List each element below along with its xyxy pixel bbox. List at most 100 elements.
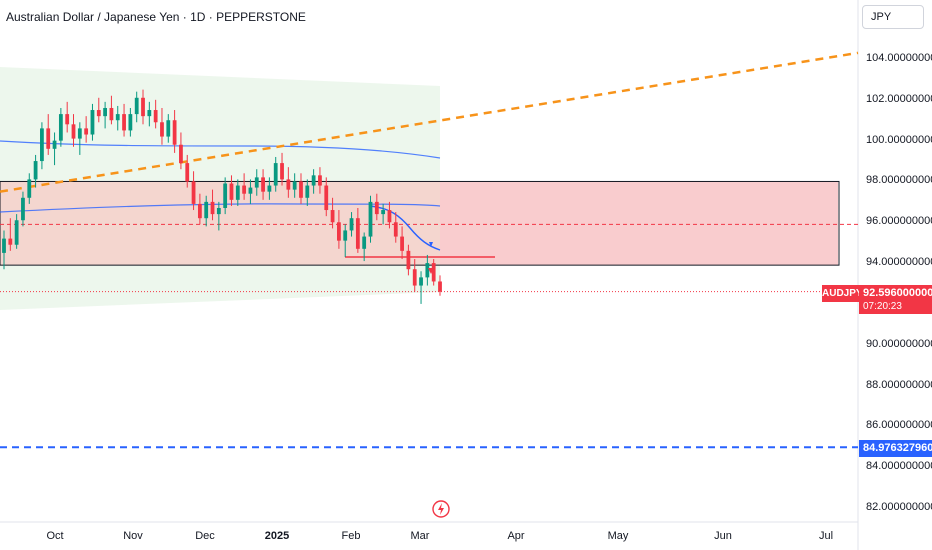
- candle-body: [77, 128, 82, 139]
- candle-body: [109, 107, 114, 121]
- candle-body: [349, 218, 354, 231]
- candle-body: [324, 185, 329, 211]
- mid-moving-average: [0, 203, 441, 213]
- candle-body: [292, 181, 297, 190]
- price-tick-label: 86.000000000: [866, 419, 932, 432]
- time-tick-label: Mar: [410, 530, 430, 542]
- candle-body: [337, 222, 341, 241]
- candle-body: [419, 277, 423, 286]
- candle-body: [235, 185, 240, 200]
- candle-body: [299, 181, 303, 198]
- candle-body: [330, 210, 335, 223]
- candle-body: [197, 203, 202, 219]
- candle-body: [185, 163, 190, 182]
- candle-body: [27, 179, 32, 198]
- candle-body: [362, 236, 367, 249]
- price-tick-label: 98.000000000: [866, 174, 932, 187]
- candle-body: [374, 201, 379, 215]
- time-tick-label: Dec: [195, 530, 215, 542]
- time-tick-label: Feb: [341, 530, 361, 542]
- candle-body: [90, 110, 95, 135]
- candle-body: [71, 124, 76, 139]
- candle-body: [84, 128, 89, 135]
- candle-body: [96, 110, 101, 117]
- price-tick-label: 102.000000000: [866, 92, 932, 105]
- candle-body: [46, 128, 51, 149]
- lightning-icon[interactable]: [432, 500, 450, 518]
- candle-body: [166, 120, 171, 137]
- signal-marker: [428, 268, 434, 274]
- candle-body: [141, 97, 145, 117]
- time-tick-label: 2025: [264, 530, 290, 542]
- candle-body: [438, 281, 442, 292]
- countdown-value: 07:20:23: [863, 301, 902, 312]
- candle-body: [52, 140, 57, 149]
- candle-body: [393, 222, 398, 237]
- candle-body: [431, 263, 436, 282]
- price-tick-label: 88.000000000: [866, 378, 932, 391]
- candle-body: [2, 238, 6, 253]
- supply-zone: [440, 181, 838, 266]
- target-price-badge: 84.976327960: [859, 440, 932, 457]
- candle-body: [406, 250, 411, 270]
- candle-body: [65, 114, 70, 125]
- short-moving-average: [369, 205, 441, 251]
- candle-body: [242, 185, 247, 194]
- candle-body: [204, 201, 209, 219]
- time-tick-label: Jul: [818, 530, 834, 542]
- candle-body: [8, 238, 13, 245]
- currency-button[interactable]: JPY: [862, 5, 924, 29]
- candle-body: [311, 175, 316, 186]
- candle-body: [147, 110, 152, 117]
- candle-body: [318, 175, 322, 186]
- candle-body: [58, 114, 63, 141]
- candle-body: [128, 114, 133, 131]
- candle-body: [216, 207, 221, 215]
- candle-body: [40, 128, 44, 162]
- last-price-badge: 92.596000000 07:20:23: [859, 285, 932, 314]
- price-tick-label: 94.000000000: [866, 256, 932, 269]
- candle-body: [248, 187, 253, 194]
- time-tick-label: Oct: [46, 530, 64, 542]
- signal-marker-ma: [429, 242, 433, 247]
- supply-zone-border: [0, 180, 840, 266]
- candle-body: [191, 181, 196, 204]
- candle-body: [261, 177, 265, 192]
- candle-body: [286, 179, 291, 190]
- candle-body: [425, 263, 430, 278]
- candle-body: [387, 210, 392, 223]
- supply-zone-left: [0, 181, 440, 266]
- candle-body: [14, 220, 19, 245]
- candle-body: [33, 161, 38, 180]
- candle-body: [343, 230, 348, 241]
- price-tick-label: 90.000000000: [866, 337, 932, 350]
- candle-body: [160, 122, 164, 137]
- candle-body: [381, 210, 386, 215]
- candle-body: [254, 177, 259, 188]
- candle-body: [153, 110, 158, 123]
- price-tick-label: 96.000000000: [866, 215, 932, 228]
- price-tick-label: 82.000000000: [866, 501, 932, 514]
- candle-body: [305, 185, 310, 198]
- candle-body: [103, 107, 107, 117]
- candle-body: [368, 201, 373, 237]
- candle-body: [210, 201, 215, 215]
- time-tick-label: Jun: [714, 530, 732, 542]
- candle-body: [134, 97, 139, 115]
- candle-body: [21, 197, 25, 221]
- price-tick-label: 100.000000000: [866, 133, 932, 146]
- price-tick-label: 104.000000000: [866, 52, 932, 64]
- chart-title: Australian Dollar / Japanese Yen · 1D · …: [6, 10, 306, 24]
- candle-body: [280, 163, 284, 180]
- candle-body: [122, 114, 126, 131]
- time-tick-label: Apr: [507, 530, 525, 542]
- candle-body: [115, 114, 120, 121]
- candle-body: [355, 218, 360, 249]
- candle-body: [273, 163, 278, 186]
- candle-body: [179, 144, 183, 164]
- candle-body: [412, 269, 417, 286]
- candle-body: [267, 185, 272, 192]
- candle-body: [172, 120, 177, 145]
- price-tick-label: 84.000000000: [866, 460, 932, 473]
